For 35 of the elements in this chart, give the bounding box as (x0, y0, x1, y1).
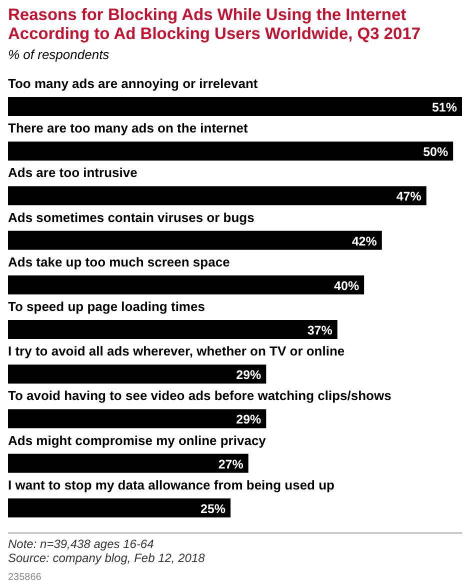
bar (8, 320, 338, 339)
y-tick-label: Ads sometimes contain viruses or bugs (8, 210, 254, 225)
data-label: 50% (423, 145, 448, 160)
data-label: 40% (334, 278, 360, 293)
y-tick-label: Ads might compromise my online privacy (8, 432, 267, 448)
bar (8, 186, 426, 206)
bar (8, 230, 382, 250)
y-tick-label: Ads take up too much screen space (8, 254, 230, 270)
data-label: 29% (236, 368, 262, 382)
data-label: 29% (236, 412, 262, 427)
bar (8, 97, 462, 116)
text: 235866 (8, 572, 42, 583)
y-tick-label: To avoid having to see video ads before watching clips/shows (8, 388, 392, 404)
data-label: 37% (307, 324, 332, 338)
y-tick-label: I try to avoid all ads wherever, whether on TV or online (8, 344, 345, 359)
y-tick-label: To speed up page loading times (8, 299, 205, 314)
chart-subtitle: % of respondents (8, 47, 110, 62)
bar (8, 364, 266, 384)
text: Note: n=39,438 ages 16-64 (8, 537, 154, 551)
data-label: 25% (200, 502, 226, 516)
bar (8, 275, 364, 294)
bar (8, 409, 266, 428)
bar (8, 498, 231, 518)
data-label: 42% (352, 234, 377, 248)
source-note: Source: company blog, Feb 12, 2018 (8, 551, 206, 565)
data-label: 51% (432, 100, 457, 114)
data-label: 47% (396, 190, 422, 204)
y-tick-label: Too many ads are annoying or irrelevant (8, 76, 258, 91)
y-tick-label: There are too many ads on the internet (8, 120, 248, 136)
chart-title: Reasons for Blocking Ads While Using the Internet According to Ad Blocking Users Worldwide, Q3 2017 (8, 6, 421, 43)
bar (8, 142, 454, 161)
bar (8, 454, 248, 473)
y-tick-label: Ads are too intrusive (8, 165, 138, 180)
data-label: 27% (218, 457, 244, 472)
y-tick-label: I want to stop my data allowance from being used up (8, 477, 335, 492)
